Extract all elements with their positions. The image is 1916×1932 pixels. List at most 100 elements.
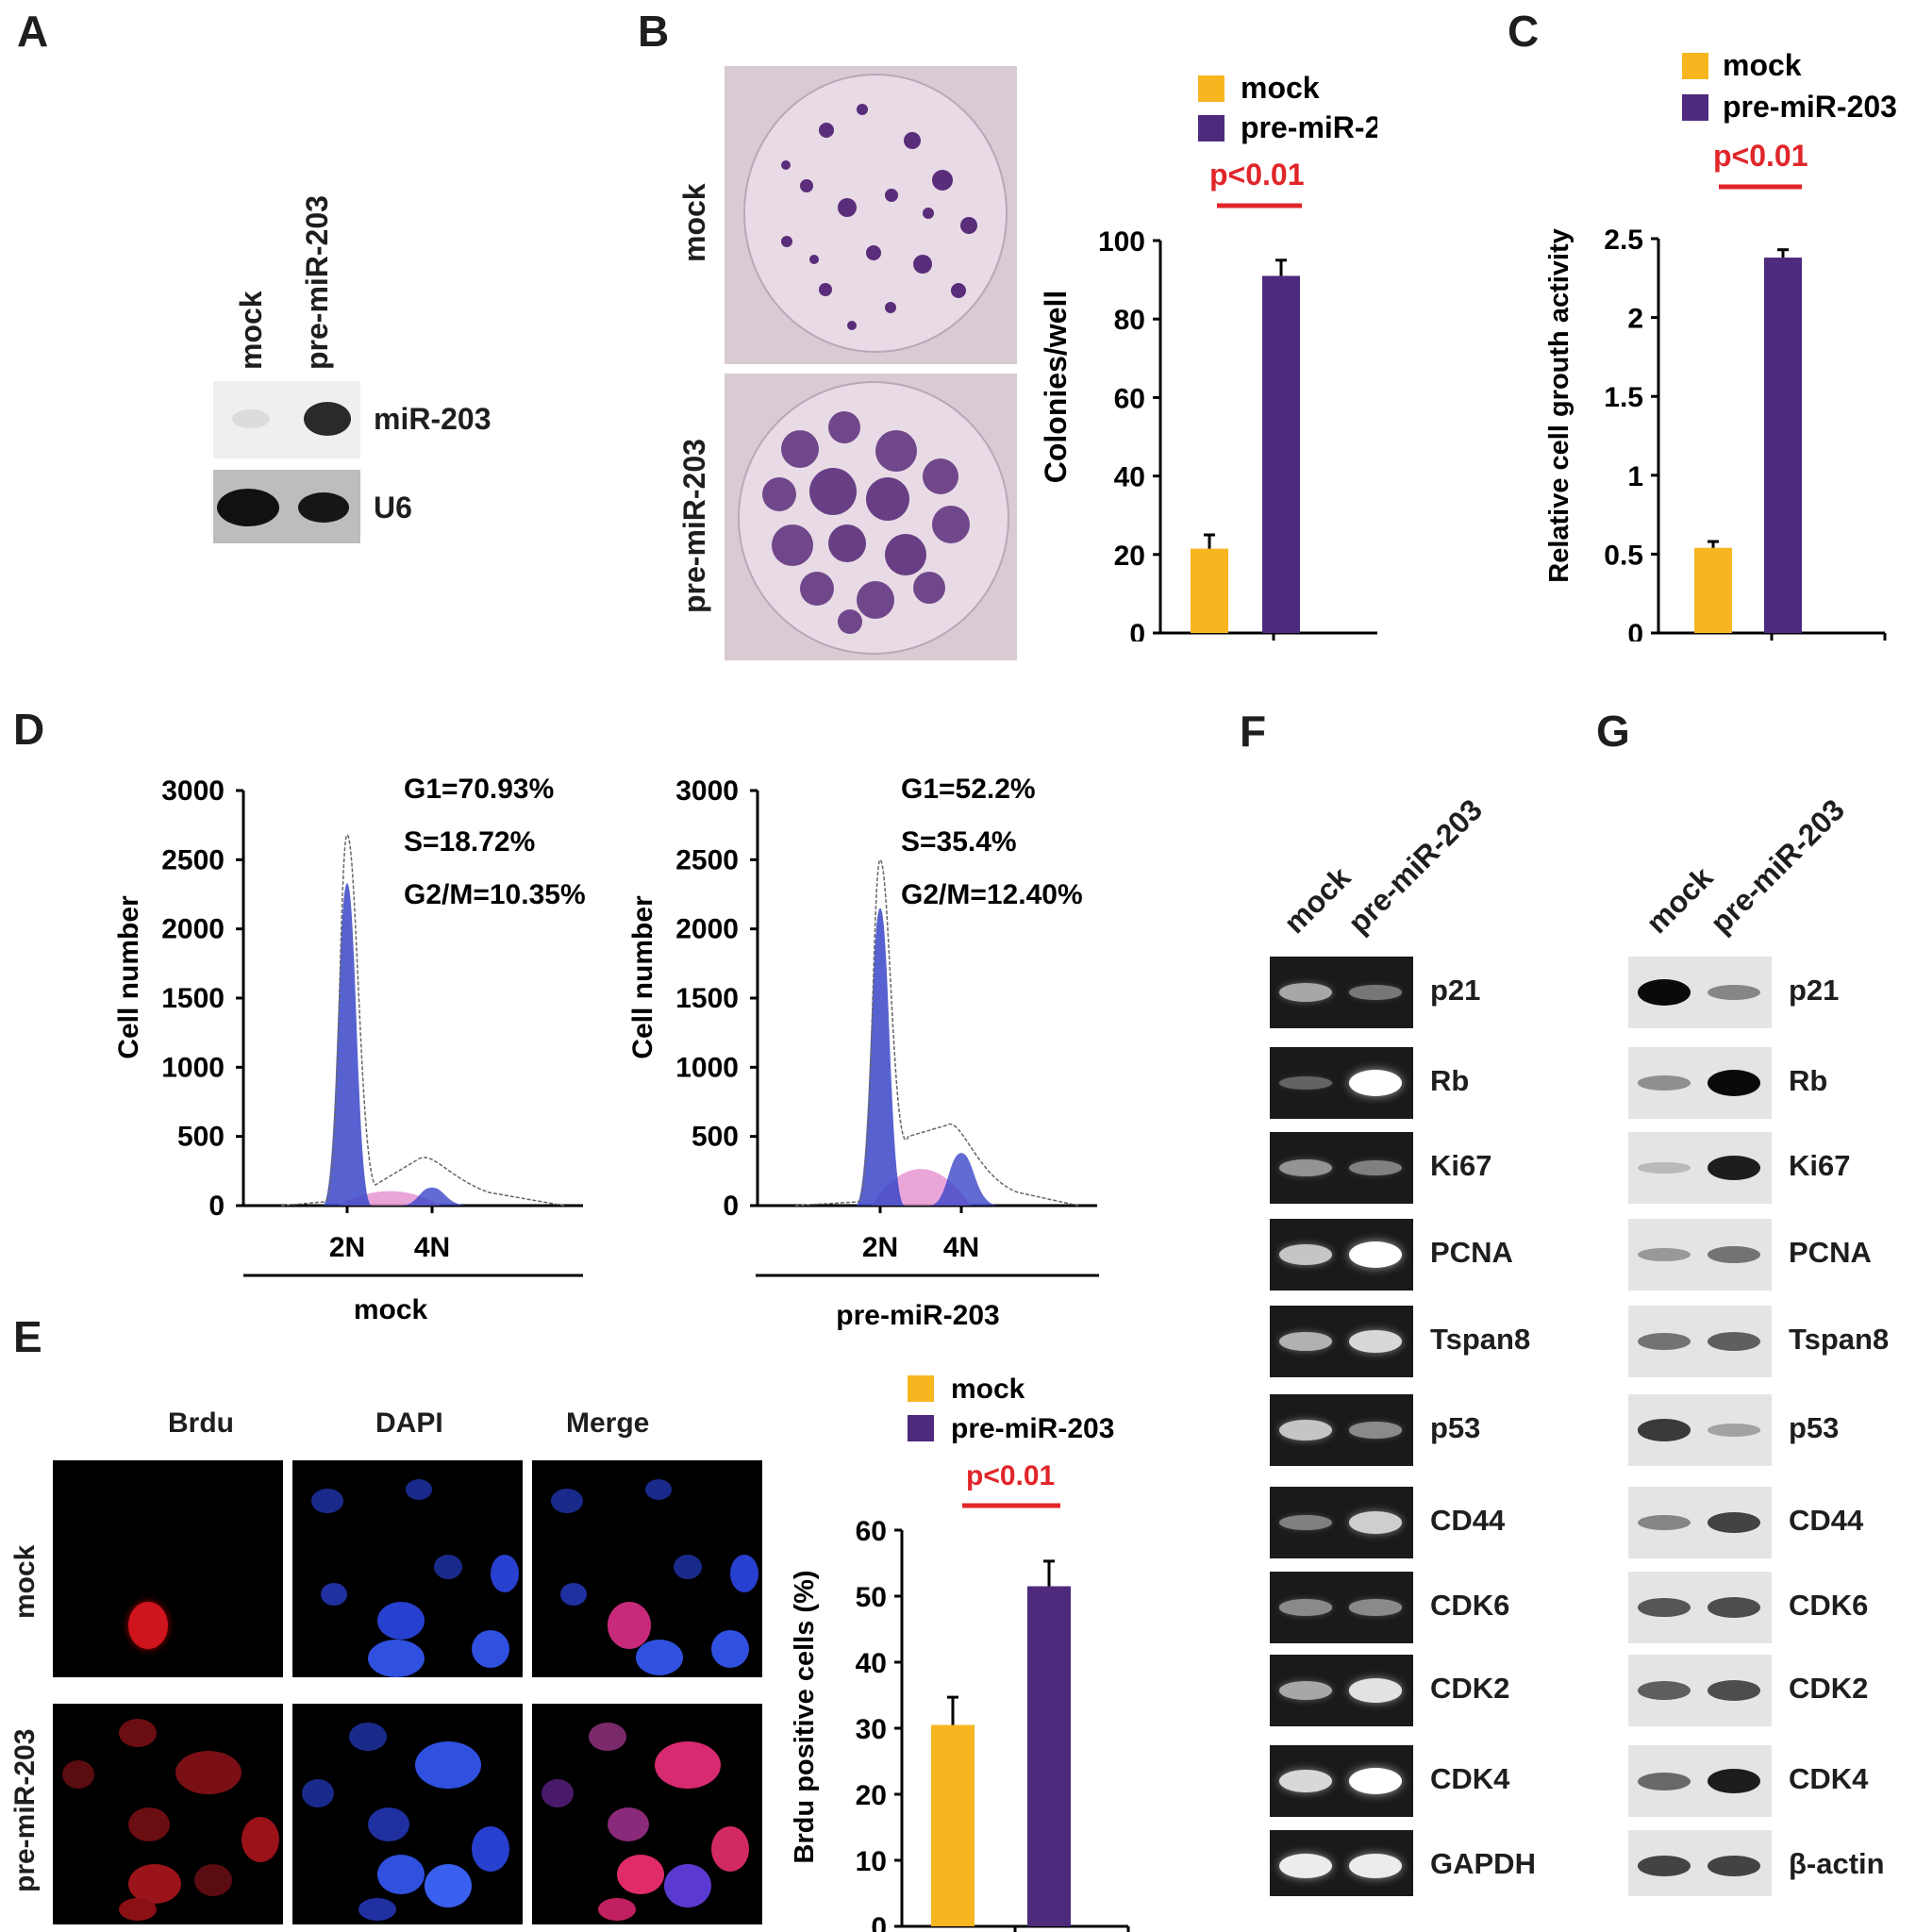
condition-label: mock [354, 1294, 428, 1325]
condition-label: pre-miR-203 [836, 1300, 999, 1331]
band-label-mir203: miR-203 [374, 402, 491, 436]
y-tick-label: 60 [856, 1516, 887, 1547]
colony-dish-pre [725, 374, 1017, 660]
y-tick-label: 80 [1114, 305, 1145, 336]
lane-label-pre: pre-miR-203 [1703, 792, 1852, 941]
legend-label-pre: pre-miR-203 [1241, 110, 1377, 144]
flow-stat-g2m: G2/M=10.35% [404, 879, 586, 910]
dish-label-pre: pre-miR-203 [677, 439, 711, 613]
bar-mock [1191, 548, 1228, 633]
pcr-gel-gapdh [1270, 1830, 1413, 1896]
panel-label-d: D [13, 705, 45, 754]
dapi-image-mock [292, 1460, 523, 1677]
y-tick-label: 1000 [161, 1052, 225, 1083]
western-blot-p53 [1628, 1394, 1772, 1466]
gene-label: Rb [1789, 1064, 1828, 1097]
y-tick-label: 0 [208, 1191, 225, 1222]
pvalue-label: p<0.01 [1209, 158, 1305, 192]
y-tick-label: 2500 [161, 844, 225, 875]
western-blot-cdk6 [1628, 1572, 1772, 1643]
bar-mock [931, 1724, 975, 1926]
legend-label-mock: mock [1723, 48, 1802, 82]
g2m-peak [400, 1187, 470, 1206]
flow-pre-plot: 0 500 1000 1500 2000 2500 3000 2N 4N [675, 775, 1097, 1263]
chart-b: mock pre-miR-203 p<0.01 Colonies/well 0 2… [1039, 71, 1377, 641]
dish-label-mock: mock [677, 183, 711, 262]
pcr-gel-pcna [1270, 1219, 1413, 1291]
western-blot-p21 [1628, 957, 1772, 1028]
legend-label-mock: mock [1241, 71, 1320, 105]
flow-chart-pre: Cell number 0 500 1000 1500 2000 2500 3000 2N 4N… [627, 774, 1099, 1331]
mir203-blot [213, 381, 360, 458]
western-blot-rb [1628, 1047, 1772, 1119]
legend-label-mock: mock [951, 1374, 1025, 1405]
gene-label: CDK2 [1789, 1672, 1869, 1705]
gene-label: CDK4 [1430, 1762, 1510, 1795]
flow-stat-g1: G1=52.2% [901, 774, 1036, 805]
panel-label-b: B [638, 7, 670, 56]
pcr-gel-rb [1270, 1047, 1413, 1119]
legend-swatch-pre [1682, 94, 1708, 121]
gene-label: CDK2 [1430, 1672, 1510, 1705]
y-tick-label: 40 [856, 1648, 887, 1679]
u6-blot [213, 470, 360, 543]
column-label-dapi: DAPI [375, 1407, 443, 1439]
western-blot-cdk4 [1628, 1745, 1772, 1817]
lane-label-pre: pre-miR-203 [300, 195, 334, 370]
y-axis-label: Brdu positive cells (%) [790, 1570, 820, 1863]
gene-label: p21 [1430, 974, 1481, 1007]
lane-label-mock: mock [234, 291, 268, 370]
x-tick-label: 4N [414, 1232, 450, 1263]
panel-label-f: F [1240, 707, 1267, 756]
y-tick-label: 0.5 [1604, 540, 1643, 571]
gene-label: Ki67 [1430, 1149, 1492, 1182]
y-tick-label: 500 [177, 1122, 225, 1153]
y-tick-label: 20 [1114, 541, 1145, 572]
chart-c: mock pre-miR-203 p<0.01 Relative cell gr… [1544, 48, 1897, 641]
y-tick-label: 3000 [161, 775, 225, 807]
gene-label: Tspan8 [1789, 1323, 1890, 1356]
gene-label: p21 [1789, 974, 1840, 1007]
gene-label: CD44 [1789, 1504, 1864, 1537]
pcr-gel-p53 [1270, 1394, 1413, 1466]
western-blot-ki67 [1628, 1132, 1772, 1204]
panel-label-a: A [17, 7, 49, 56]
brdu-image-pre [53, 1704, 283, 1924]
panel-label-c: C [1508, 7, 1540, 56]
legend-swatch-pre [1198, 115, 1225, 142]
western-blot-tspan8 [1628, 1306, 1772, 1377]
panel-label-g: G [1596, 707, 1630, 756]
chart-b-plot: 0 20 40 60 80 100 [1098, 226, 1377, 641]
y-tick-label: 40 [1114, 462, 1145, 493]
gene-label: CDK4 [1789, 1762, 1869, 1795]
colony-dish-mock [725, 66, 1017, 364]
y-tick-label: 2000 [161, 914, 225, 945]
y-tick-label: 1 [1627, 461, 1643, 492]
gene-label: CDK6 [1789, 1589, 1869, 1622]
y-tick-label: 3000 [675, 775, 739, 807]
western-blot-cdk2 [1628, 1655, 1772, 1726]
row-label-pre: pre-miR-203 [9, 1728, 41, 1892]
y-tick-label: 100 [1098, 226, 1145, 258]
merge-image-mock [532, 1460, 762, 1677]
pcr-gel-tspan8 [1270, 1306, 1413, 1377]
y-tick-label: 0 [871, 1912, 887, 1932]
western-blot-cd44 [1628, 1487, 1772, 1558]
gene-label: β-actin [1789, 1847, 1885, 1880]
g1-peak [323, 883, 372, 1206]
flow-stat-g1: G1=70.93% [404, 774, 554, 805]
y-tick-label: 500 [691, 1122, 739, 1153]
bar-pre [1027, 1586, 1071, 1926]
column-label-brdu: Brdu [168, 1407, 234, 1439]
x-tick-label: 2N [329, 1232, 365, 1263]
legend-swatch-mock [1198, 75, 1225, 102]
y-tick-label: 2500 [675, 844, 739, 875]
gene-label: Tspan8 [1430, 1323, 1531, 1356]
y-tick-label: 0 [723, 1191, 739, 1222]
pcr-gel-ki67 [1270, 1132, 1413, 1204]
y-tick-label: 1.5 [1604, 382, 1643, 413]
y-tick-label: 10 [856, 1846, 887, 1877]
y-tick-label: 60 [1114, 383, 1145, 414]
flow-chart-mock: Cell number 0 500 1000 1500 2000 2500 3000 2N 4N… [113, 774, 586, 1325]
x-tick-label: 2N [862, 1232, 898, 1263]
